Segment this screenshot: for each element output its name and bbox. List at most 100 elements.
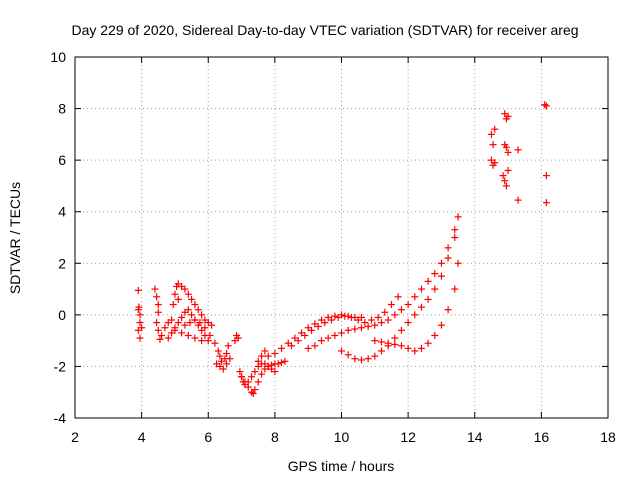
- data-point: [451, 285, 459, 293]
- data-point: [489, 141, 497, 149]
- data-point: [171, 290, 179, 298]
- data-point: [504, 166, 512, 174]
- data-point: [288, 342, 296, 350]
- x-tick-labels: 2 4 6 8 10 12 14 16 18: [71, 429, 616, 445]
- data-point: [304, 344, 312, 352]
- x-axis-label: GPS time / hours: [288, 458, 395, 474]
- data-point: [344, 351, 352, 359]
- data-point: [454, 259, 462, 267]
- data-point: [184, 306, 192, 314]
- data-point: [153, 293, 161, 301]
- data-point: [542, 102, 550, 110]
- data-point: [331, 331, 339, 339]
- grid-lines: [75, 57, 608, 418]
- data-point: [161, 324, 169, 332]
- data-point: [164, 334, 172, 342]
- data-point: [542, 172, 550, 180]
- data-point: [424, 277, 432, 285]
- chart-title: Day 229 of 2020, Sidereal Day-to-day VTE…: [71, 22, 578, 38]
- data-point: [251, 368, 259, 376]
- data-point: [198, 337, 206, 345]
- data-point: [384, 316, 392, 324]
- data-point: [181, 321, 189, 329]
- data-point: [351, 355, 359, 363]
- data-point: [184, 331, 192, 339]
- data-point: [251, 386, 259, 394]
- data-point: [491, 159, 499, 167]
- data-point: [196, 319, 204, 327]
- data-point: [374, 313, 382, 321]
- data-point: [174, 295, 182, 303]
- data-point: [377, 347, 385, 355]
- y-tick-labels: -4 -2 0 2 4 6 8 10: [50, 49, 66, 426]
- data-point: [136, 319, 144, 327]
- data-point: [156, 335, 164, 343]
- x-tick-label: 16: [534, 429, 550, 445]
- y-tick-label: -4: [54, 410, 67, 426]
- data-point: [514, 146, 522, 154]
- data-point: [542, 199, 550, 207]
- y-tick-label: 10: [50, 49, 66, 65]
- data-point: [206, 331, 214, 339]
- data-point: [431, 270, 439, 278]
- data-point: [411, 311, 419, 319]
- data-point: [238, 373, 246, 381]
- data-point: [188, 311, 196, 319]
- data-point: [411, 347, 419, 355]
- data-point: [208, 321, 216, 329]
- data-point: [198, 311, 206, 319]
- data-point: [188, 295, 196, 303]
- data-point: [502, 182, 510, 190]
- data-point: [351, 325, 359, 333]
- data-point: [236, 368, 244, 376]
- data-point: [391, 311, 399, 319]
- data-point: [451, 226, 459, 234]
- x-tick-label: 8: [271, 429, 279, 445]
- y-tick-label: -2: [54, 358, 67, 374]
- y-axis-label: SDTVAR / TECUs: [7, 182, 23, 294]
- data-point: [444, 244, 452, 252]
- data-point: [219, 365, 227, 373]
- data-point: [417, 303, 425, 311]
- data-point: [514, 196, 522, 204]
- data-point: [168, 316, 176, 324]
- data-point: [136, 334, 144, 342]
- plot-frame: [74, 56, 609, 419]
- data-point: [308, 326, 316, 334]
- data-point: [391, 334, 399, 342]
- data-point: [397, 306, 405, 314]
- data-point: [181, 285, 189, 293]
- data-point: [437, 259, 445, 267]
- data-point: [397, 342, 405, 350]
- data-point: [328, 316, 336, 324]
- data-point: [384, 339, 392, 347]
- data-point: [331, 312, 339, 320]
- data-point: [223, 360, 231, 368]
- data-point: [135, 303, 143, 311]
- data-point: [151, 285, 159, 293]
- data-point: [281, 357, 289, 365]
- data-point: [254, 378, 262, 386]
- data-point: [258, 352, 266, 360]
- data-point: [314, 322, 322, 330]
- data-point: [361, 319, 369, 327]
- data-point: [347, 313, 355, 321]
- data-point: [249, 390, 257, 398]
- y-tick-label: 4: [58, 204, 66, 220]
- data-point: [224, 342, 232, 350]
- data-point: [264, 352, 272, 360]
- data-point: [158, 331, 166, 339]
- data-point: [371, 321, 379, 329]
- data-point: [499, 172, 507, 180]
- x-tick-label: 12: [400, 429, 416, 445]
- data-point: [134, 286, 142, 294]
- y-tick-label: 8: [58, 101, 66, 117]
- data-point: [371, 337, 379, 345]
- data-point: [191, 334, 199, 342]
- data-point: [364, 322, 372, 330]
- x-tick-label: 6: [204, 429, 212, 445]
- data-point: [437, 321, 445, 329]
- data-point: [301, 331, 309, 339]
- x-tick-label: 4: [138, 429, 146, 445]
- data-point: [341, 312, 349, 320]
